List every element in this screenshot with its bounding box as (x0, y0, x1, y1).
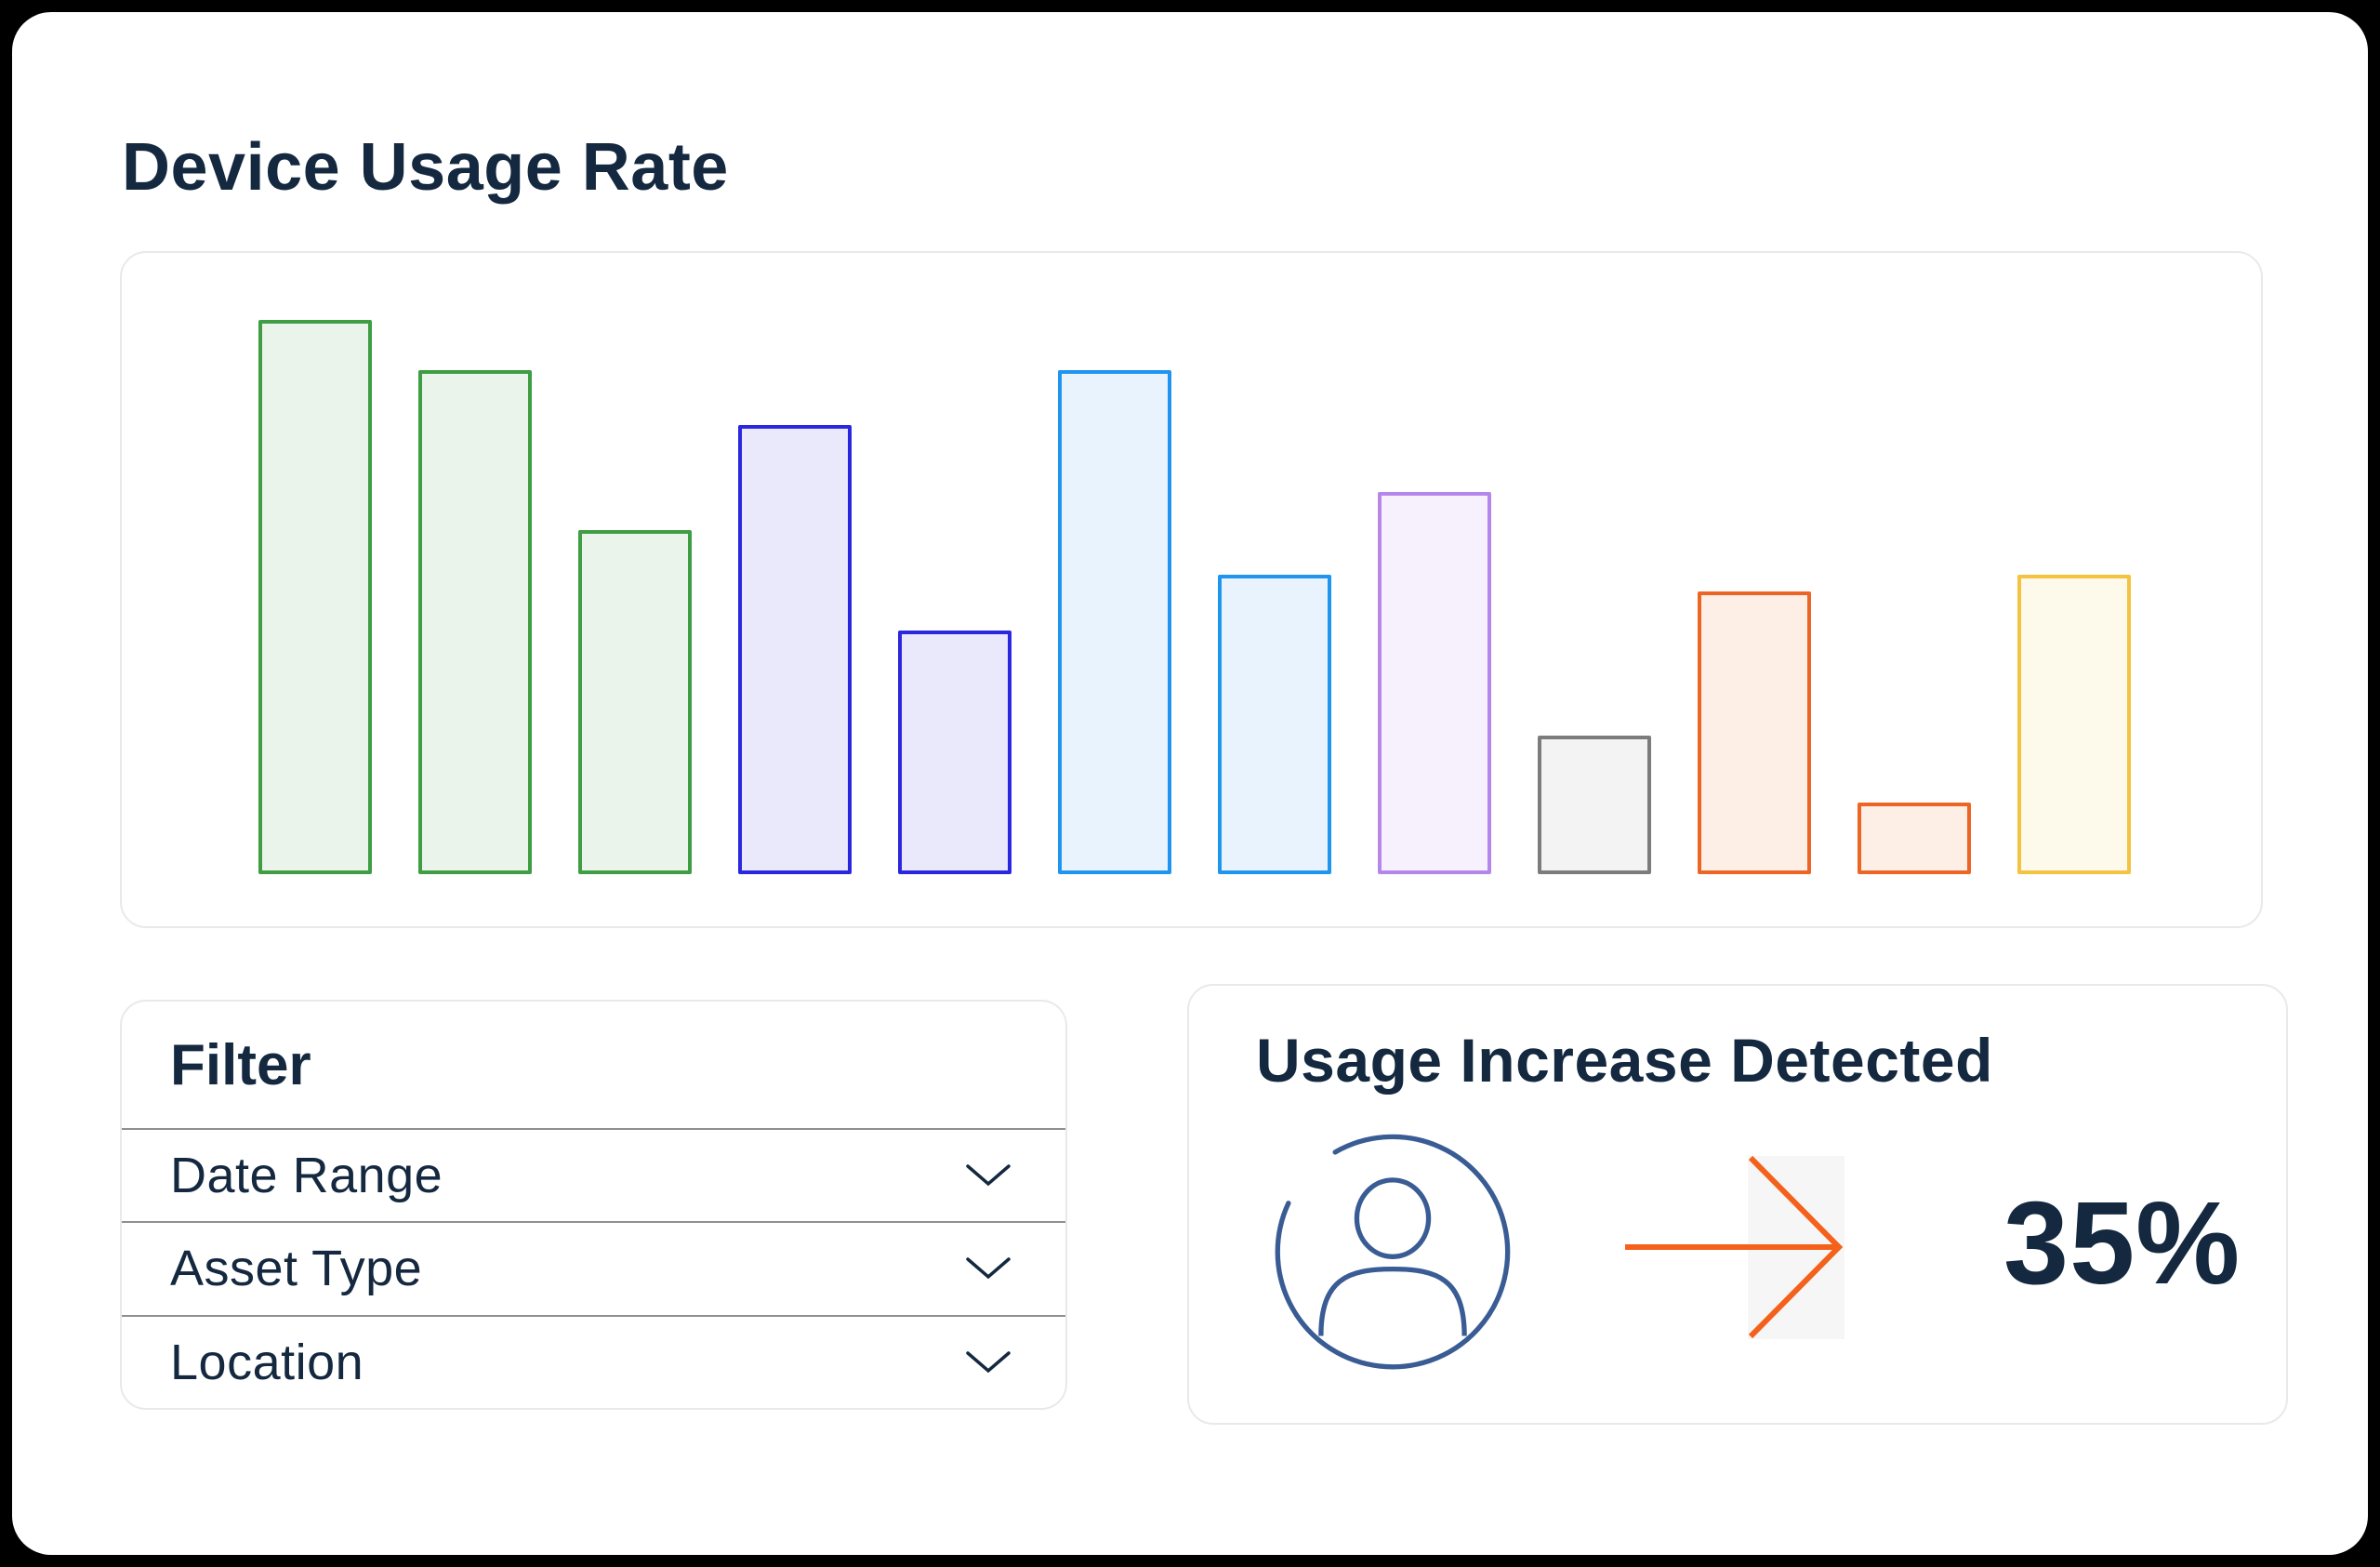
filter-panel-title: Filter (170, 1032, 311, 1097)
user-avatar-icon (1269, 1128, 1516, 1375)
chart-bar (1058, 370, 1171, 874)
device-usage-chart-card (120, 251, 2263, 928)
chart-bar (1858, 803, 1971, 874)
chevron-down-icon (966, 1351, 1011, 1374)
bar-chart (258, 320, 2131, 874)
filter-rows: Date Range Asset Type Location (122, 1128, 1065, 1408)
filter-panel: Filter Date Range Asset Type Location (120, 1000, 1067, 1410)
dashboard-surface: Device Usage Rate Filter Date Range Asset… (12, 12, 2368, 1555)
chart-bar (1378, 492, 1491, 874)
page-title: Device Usage Rate (122, 130, 729, 205)
chart-bar (1538, 736, 1651, 874)
usage-increase-value: 35% (2003, 1177, 2241, 1308)
chevron-down-icon (966, 1164, 1011, 1187)
arrow-right-icon (1625, 1149, 1848, 1346)
filter-row-label: Asset Type (170, 1241, 423, 1297)
chart-bar (418, 370, 532, 874)
filter-row-label: Date Range (170, 1148, 443, 1204)
usage-increase-panel: Usage Increase Detected 35% (1187, 984, 2288, 1425)
chart-bar (2017, 575, 2131, 874)
chart-bar (258, 320, 372, 874)
chart-bar (738, 425, 852, 874)
filter-row-label: Location (170, 1334, 364, 1390)
filter-row-asset-type[interactable]: Asset Type (122, 1221, 1065, 1314)
chart-bar (898, 631, 1012, 874)
chart-bar (578, 530, 692, 874)
chart-bar (1218, 575, 1331, 874)
chart-bar (1698, 591, 1811, 874)
chevron-down-icon (966, 1257, 1011, 1280)
filter-row-location[interactable]: Location (122, 1314, 1065, 1408)
filter-row-date-range[interactable]: Date Range (122, 1128, 1065, 1221)
usage-panel-title: Usage Increase Detected (1256, 1026, 1993, 1095)
